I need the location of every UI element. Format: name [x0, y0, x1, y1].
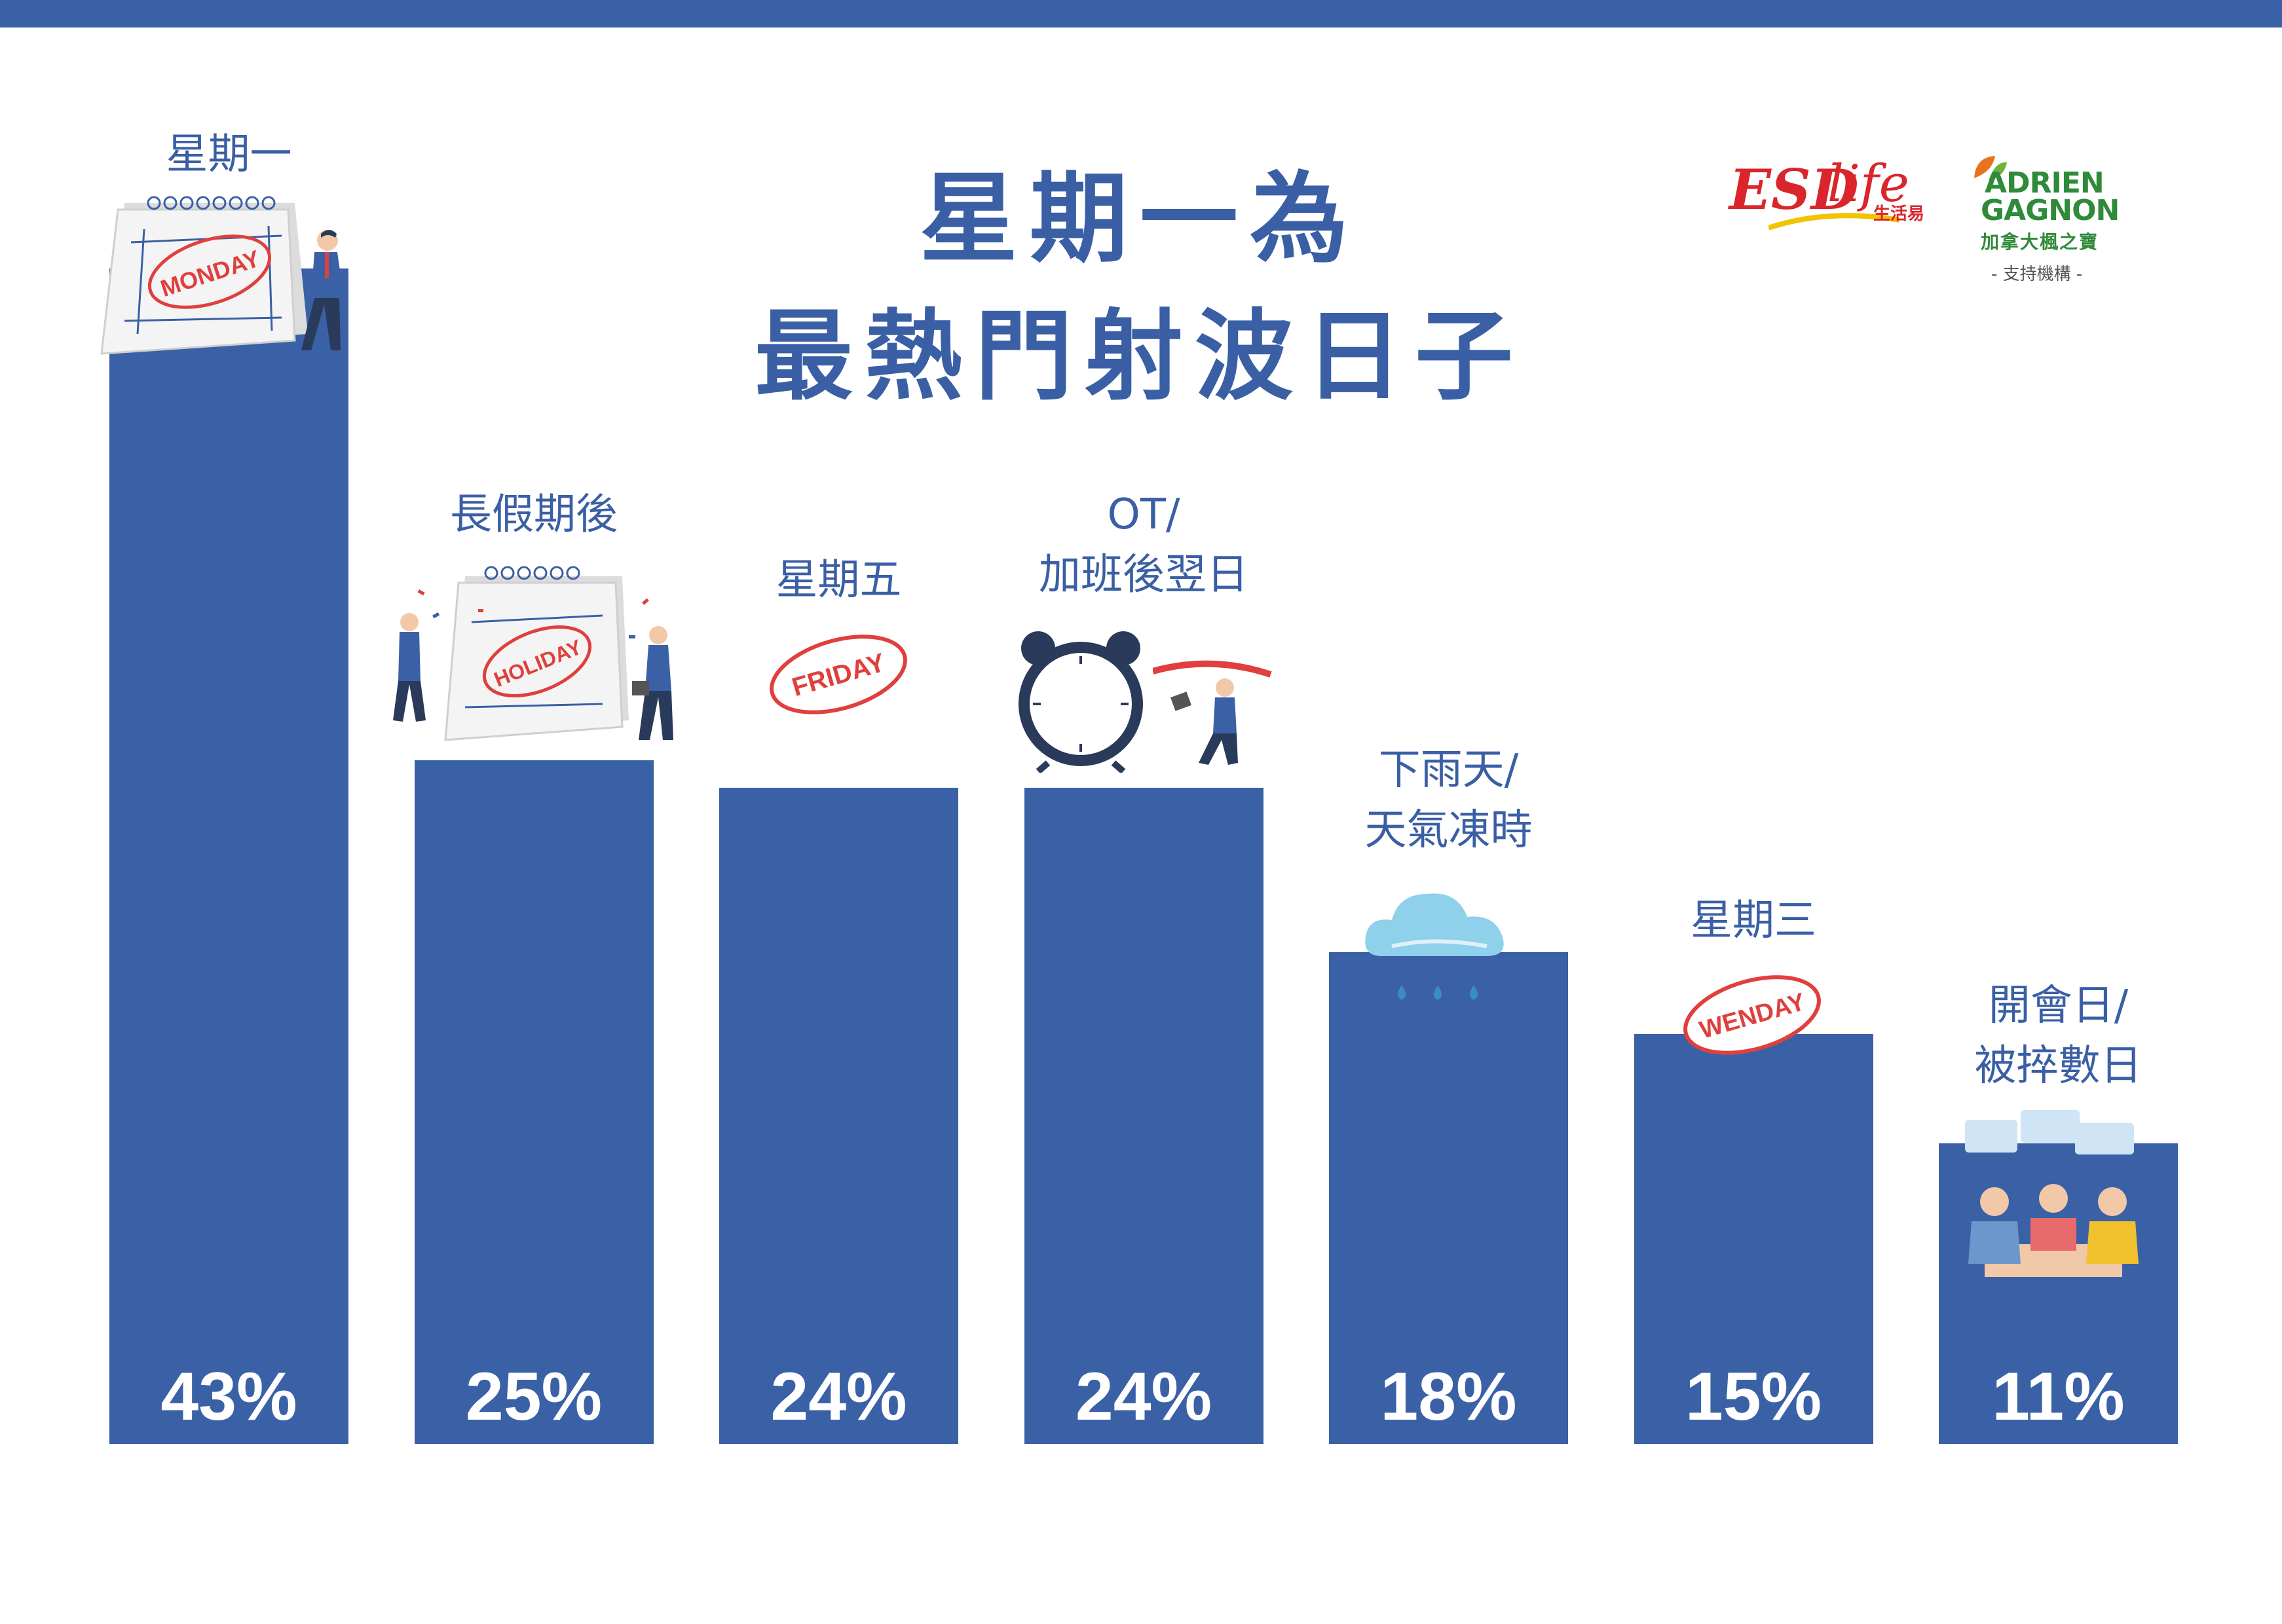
value-label-friday: 24%	[770, 1358, 907, 1435]
running-woman-icon	[1153, 660, 1272, 765]
bar-rainy-cold-day: 18%	[1329, 951, 1568, 1444]
businessman-icon	[301, 230, 344, 350]
esdlife-logo-chinese: 生活易	[1873, 204, 1925, 224]
holiday-calendar-icon: HOLIDAY	[393, 566, 673, 741]
adrien-gagnon-line1: ADRIEN	[1985, 166, 2104, 200]
category-label-rainy-cold-day: 下雨天/ 天氣凍時	[1364, 746, 1533, 855]
bar-wednesday: 15%	[1634, 1033, 1873, 1444]
alarm-clock-icon	[1019, 631, 1143, 773]
top-accent-bar	[0, 0, 2282, 28]
category-label-after-long-holiday: 長假期後	[450, 490, 618, 539]
value-label-after-overtime: 24%	[1075, 1358, 1212, 1435]
category-label-friday: 星期五	[776, 556, 902, 604]
value-label-wednesday: 15%	[1685, 1358, 1822, 1435]
value-label-after-long-holiday: 25%	[465, 1358, 603, 1435]
rain-cloud-icon	[1365, 893, 1504, 1000]
category-label-wednesday: 星期三	[1691, 896, 1816, 945]
title-line-2: 最熱門射波日子	[754, 300, 1525, 414]
bar-monday: 43%	[109, 268, 348, 1444]
esdlife-logo-esd: ESD	[1729, 157, 1859, 222]
meeting-people-icon	[1965, 1110, 2139, 1277]
adrien-gagnon-chinese: 加拿大楓之寶	[1981, 231, 2099, 253]
category-label-after-overtime: OT/ 加班後翌日	[1039, 490, 1248, 599]
bar-after-overtime: 24%	[1024, 788, 1263, 1444]
category-label-meeting-day: 開會日/ 被捽數日	[1974, 982, 2142, 1090]
leaf-icon	[1974, 156, 2007, 181]
adrien-gagnon-line2: GAGNON	[1981, 194, 2120, 227]
chart-title: 星期一為 最熱門射波日子	[688, 151, 1592, 426]
swoosh-icon	[1768, 213, 1899, 231]
stamp-icon: WENDAY	[1683, 975, 1821, 1055]
bar-after-long-holiday: 25%	[414, 760, 654, 1444]
esdlife-logo: ESD life 生活易	[1729, 155, 1945, 236]
adrien-gagnon-logo: ADRIEN GAGNON 加拿大楓之寶 - 支持機構 -	[1965, 151, 2120, 284]
stamp-icon: FRIDAY	[770, 635, 907, 714]
category-label-monday: 星期一	[166, 130, 292, 179]
value-label-rainy-cold-day: 18%	[1380, 1358, 1517, 1435]
support-label: - 支持機構 -	[1991, 265, 2083, 284]
title-line-1: 星期一為	[919, 162, 1360, 276]
value-label-monday: 43%	[160, 1359, 297, 1435]
esdlife-logo-life: life	[1827, 155, 1909, 213]
calendar-icon: MONDAY	[100, 196, 308, 355]
bar-friday: 24%	[719, 788, 958, 1444]
value-label-meeting-day: 11%	[1992, 1358, 2125, 1435]
